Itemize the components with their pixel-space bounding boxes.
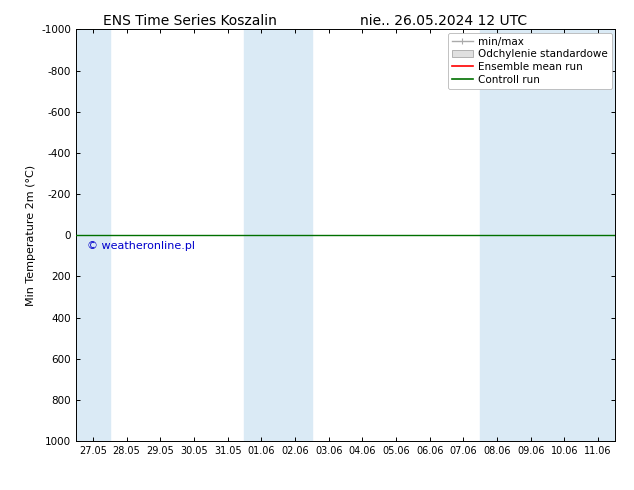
Bar <box>481 29 548 441</box>
Bar <box>548 29 615 441</box>
Text: ENS Time Series Koszalin: ENS Time Series Koszalin <box>103 14 277 28</box>
Text: nie.. 26.05.2024 12 UTC: nie.. 26.05.2024 12 UTC <box>360 14 527 28</box>
Text: © weatheronline.pl: © weatheronline.pl <box>87 242 195 251</box>
Y-axis label: Min Temperature 2m (°C): Min Temperature 2m (°C) <box>26 165 36 306</box>
Bar <box>76 29 110 441</box>
Bar <box>245 29 312 441</box>
Legend: min/max, Odchylenie standardowe, Ensemble mean run, Controll run: min/max, Odchylenie standardowe, Ensembl… <box>448 32 612 89</box>
